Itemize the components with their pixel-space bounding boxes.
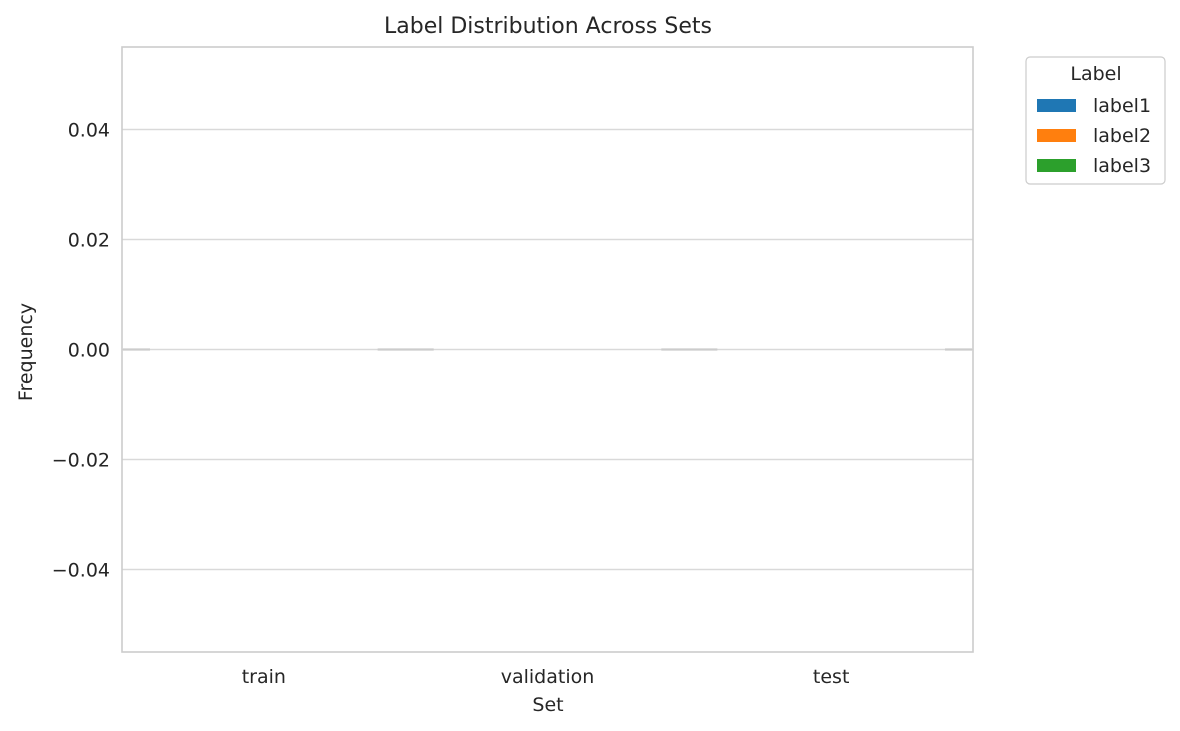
y-tick-label: −0.04 [52, 560, 110, 582]
x-tick-label: train [242, 666, 286, 688]
legend-title: Label [1070, 63, 1121, 85]
y-axis-label: Frequency [15, 303, 37, 401]
chart-title: Label Distribution Across Sets [384, 14, 712, 39]
legend-swatch-label1 [1037, 99, 1076, 112]
y-tick-label: 0.00 [68, 340, 110, 362]
legend-label-label3: label3 [1093, 155, 1151, 177]
y-axis-ticks: 0.04 0.02 0.00 −0.02 −0.04 [52, 120, 110, 582]
x-axis-label: Set [532, 694, 563, 716]
legend-frame [1025, 56, 1166, 185]
legend: Label label1 label2 label3 [1025, 56, 1166, 185]
legend-label-label2: label2 [1093, 125, 1151, 147]
legend-swatch-label3 [1037, 159, 1076, 172]
y-tick-label: 0.04 [68, 120, 110, 142]
x-tick-label: test [813, 666, 850, 688]
plot-frame [121, 46, 974, 653]
legend-label-label1: label1 [1093, 95, 1151, 117]
grid-lines [122, 128, 973, 571]
y-tick-label: −0.02 [52, 450, 110, 472]
y-tick-label: 0.02 [68, 230, 110, 252]
x-tick-label: validation [501, 666, 595, 688]
legend-swatch-label2 [1037, 129, 1076, 142]
x-axis-ticks: train validation test [242, 666, 850, 688]
